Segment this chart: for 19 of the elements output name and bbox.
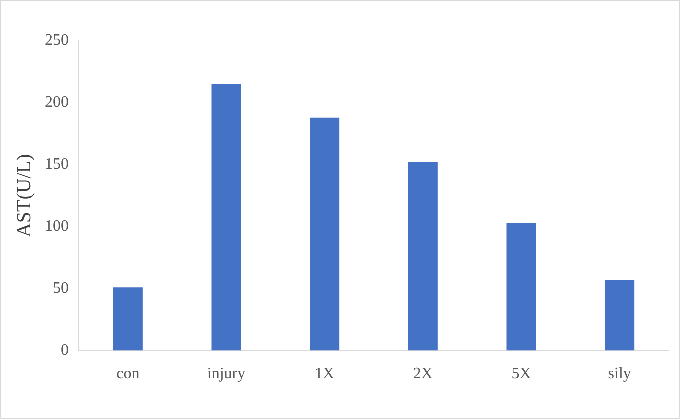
y-axis-title: AST(U/L) bbox=[13, 154, 36, 238]
x-tick-label: 5X bbox=[512, 366, 532, 383]
y-tick-label: 0 bbox=[61, 342, 69, 360]
y-tick-label: 250 bbox=[45, 32, 69, 50]
y-tick-label: 200 bbox=[45, 94, 69, 112]
bar bbox=[310, 118, 340, 351]
x-tick-label: con bbox=[116, 366, 140, 383]
x-tick-label: 1X bbox=[315, 366, 336, 383]
x-tick-label: 2X bbox=[413, 366, 434, 383]
bar bbox=[605, 280, 635, 351]
bar bbox=[212, 84, 242, 351]
bar bbox=[113, 288, 143, 351]
bar bbox=[408, 162, 438, 351]
bar bbox=[506, 223, 536, 351]
x-tick-label: injury bbox=[207, 366, 246, 383]
y-tick-label: 50 bbox=[53, 280, 69, 298]
y-tick-label: 100 bbox=[45, 218, 69, 236]
x-tick-label: sily bbox=[608, 366, 632, 383]
y-tick-label: 150 bbox=[45, 156, 69, 174]
